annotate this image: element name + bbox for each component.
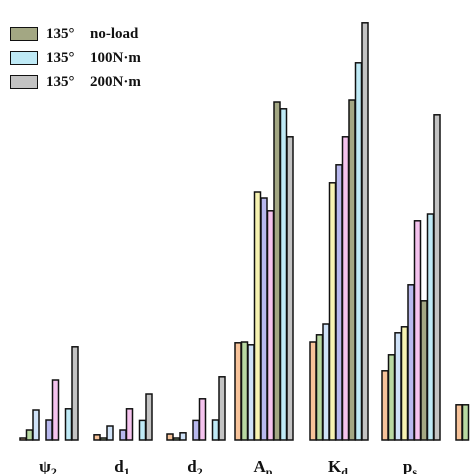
- bar: [433, 114, 441, 441]
- legend-load: no-load: [90, 25, 139, 42]
- legend-swatch-no-load: [10, 27, 38, 41]
- bar: [354, 62, 363, 441]
- legend: 135° no-load 135° 100N·m 135° 200N·m: [10, 22, 141, 94]
- bar: [361, 22, 369, 441]
- bar: [348, 99, 356, 441]
- bar: [286, 136, 294, 441]
- bar: [71, 346, 79, 441]
- category-tick-label: d2: [187, 457, 202, 474]
- bar: [240, 341, 249, 441]
- legend-angle: 135°: [46, 25, 75, 42]
- bar: [106, 425, 114, 441]
- bar: [407, 284, 415, 441]
- bar: [322, 323, 330, 441]
- bar: [420, 300, 428, 441]
- bar: [266, 210, 275, 441]
- bar: [93, 434, 101, 441]
- bar: [315, 334, 324, 441]
- bar: [335, 164, 343, 441]
- category-tick-label: ps: [403, 457, 417, 474]
- category-tick-label: d1: [114, 457, 129, 474]
- bar: [279, 108, 288, 441]
- bar: [455, 404, 463, 441]
- bar: [387, 354, 396, 441]
- legend-swatch-200nm: [10, 75, 38, 89]
- bar: [273, 101, 281, 441]
- bar: [138, 419, 147, 441]
- legend-item-100nm: 135° 100N·m: [10, 46, 141, 70]
- bar: [341, 136, 350, 441]
- bar: [218, 376, 226, 441]
- bar: [125, 408, 134, 441]
- category-tick-labels: ψ2 d1 d2 Ap Kd ps: [39, 457, 417, 474]
- bar: [64, 408, 73, 441]
- bar: [461, 404, 470, 441]
- bar: [260, 197, 268, 441]
- bar: [192, 419, 200, 441]
- bar: [25, 429, 34, 441]
- category-tick-label: Ap: [254, 457, 273, 474]
- bar: [198, 398, 207, 441]
- bar: [211, 419, 220, 441]
- legend-angle: 135°: [46, 49, 75, 66]
- bar: [145, 393, 153, 441]
- legend-swatch-100nm: [10, 51, 38, 65]
- bar: [45, 419, 53, 441]
- bar: [328, 182, 337, 441]
- legend-load: 200N·m: [90, 73, 141, 90]
- bar: [247, 344, 255, 441]
- bar: [400, 326, 409, 441]
- bar: [51, 379, 60, 441]
- bar: [413, 220, 422, 441]
- bar: [381, 370, 389, 441]
- bar: [119, 429, 127, 441]
- bar: [32, 409, 40, 441]
- bar: [172, 437, 181, 441]
- bar: [234, 342, 242, 441]
- bar: [19, 437, 27, 441]
- legend-angle: 135°: [46, 73, 75, 90]
- legend-load: 100N·m: [90, 49, 141, 66]
- legend-item-no-load: 135° no-load: [10, 22, 141, 46]
- bar: [394, 332, 402, 441]
- bars-layer: [19, 22, 470, 441]
- category-tick-label: ψ2: [39, 457, 57, 474]
- bar: [166, 433, 174, 441]
- bar: [253, 191, 262, 441]
- bar: [426, 213, 435, 441]
- bar: [309, 341, 317, 441]
- legend-item-200nm: 135° 200N·m: [10, 70, 141, 94]
- bar: [99, 437, 108, 441]
- category-tick-label: Kd: [328, 457, 348, 474]
- bar: [179, 432, 187, 441]
